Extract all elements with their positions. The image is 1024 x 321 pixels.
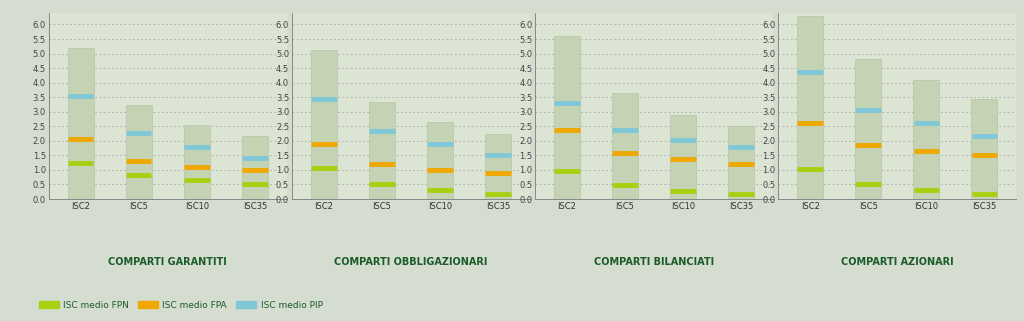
Bar bbox=[797, 16, 823, 199]
Bar bbox=[310, 50, 337, 199]
Bar bbox=[68, 48, 93, 199]
Bar bbox=[612, 93, 638, 199]
Bar bbox=[485, 134, 511, 199]
Bar bbox=[427, 122, 453, 199]
Bar bbox=[670, 115, 696, 199]
Bar bbox=[183, 125, 210, 199]
Text: COMPARTI AZIONARI: COMPARTI AZIONARI bbox=[841, 257, 953, 267]
Bar bbox=[855, 59, 882, 199]
Bar bbox=[913, 80, 939, 199]
Text: COMPARTI BILANCIATI: COMPARTI BILANCIATI bbox=[594, 257, 714, 267]
Bar bbox=[369, 102, 395, 199]
Text: COMPARTI OBBLIGAZIONARI: COMPARTI OBBLIGAZIONARI bbox=[334, 257, 487, 267]
Bar bbox=[972, 99, 997, 199]
Bar bbox=[728, 126, 755, 199]
Legend: ISC medio FPN, ISC medio FPA, ISC medio PIP: ISC medio FPN, ISC medio FPA, ISC medio … bbox=[35, 297, 326, 313]
Bar bbox=[242, 136, 268, 199]
Bar bbox=[126, 105, 152, 199]
Bar bbox=[554, 36, 580, 199]
Text: COMPARTI GARANTITI: COMPARTI GARANTITI bbox=[109, 257, 227, 267]
